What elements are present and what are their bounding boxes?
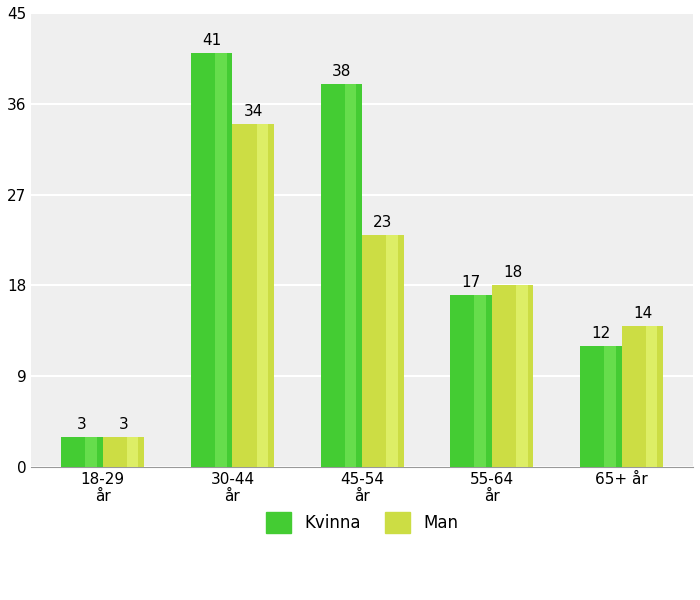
Bar [475,295,486,467]
Text: 17: 17 [461,275,481,290]
Bar [362,235,404,467]
Text: 38: 38 [332,64,351,79]
Text: 3: 3 [77,416,87,431]
Bar [344,83,356,467]
Text: 12: 12 [592,326,610,341]
Bar [127,437,139,467]
Bar [321,83,362,467]
Text: 18: 18 [503,265,522,280]
Text: 14: 14 [633,305,652,320]
Text: 41: 41 [202,33,221,48]
Text: 34: 34 [244,104,263,119]
Bar [516,286,528,467]
Bar [450,295,492,467]
Bar [622,326,663,467]
Bar [232,124,274,467]
Legend: Kvinna, Man: Kvinna, Man [249,496,475,550]
Bar [191,53,232,467]
Bar [61,437,103,467]
Bar [215,53,227,467]
Bar [85,437,97,467]
Bar [646,326,657,467]
Bar [103,437,144,467]
Bar [386,235,398,467]
Text: 23: 23 [373,215,393,230]
Bar [580,346,622,467]
Bar [604,346,616,467]
Bar [492,286,533,467]
Bar [256,124,268,467]
Text: 3: 3 [118,416,128,431]
